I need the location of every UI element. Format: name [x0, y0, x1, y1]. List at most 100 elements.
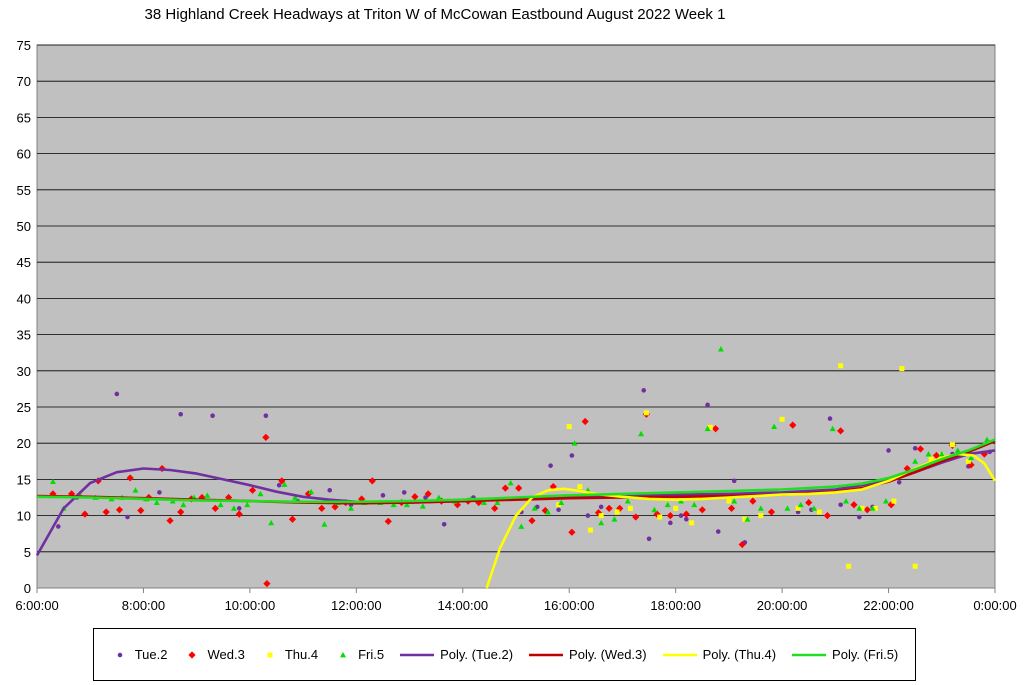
trendline-poly-fri-5	[36, 438, 996, 504]
data-point	[544, 508, 551, 515]
data-point	[424, 490, 432, 498]
data-point	[528, 517, 536, 525]
x-tick-label: 14:00:00	[437, 598, 488, 613]
data-point	[795, 505, 801, 511]
y-tick-label: 30	[17, 364, 31, 379]
data-point	[501, 484, 509, 492]
data-point	[856, 514, 862, 520]
data-point	[327, 487, 333, 493]
data-point	[711, 425, 720, 433]
data-point	[641, 388, 647, 393]
data-point	[556, 507, 561, 513]
data-point	[912, 445, 918, 451]
data-point	[757, 505, 764, 511]
data-point	[872, 505, 878, 511]
data-point	[166, 517, 174, 525]
legend-label: Wed.3	[207, 647, 245, 662]
data-point	[938, 451, 945, 457]
data-point	[859, 505, 865, 511]
data-point	[217, 501, 224, 508]
legend-symbol	[529, 648, 564, 662]
legend-symbol	[334, 648, 352, 662]
legend-symbol	[662, 648, 697, 662]
data-point	[838, 363, 844, 369]
y-tick-label: 40	[17, 291, 31, 306]
data-point	[886, 448, 891, 453]
data-point	[566, 424, 572, 430]
data-point	[771, 423, 778, 429]
data-point	[738, 540, 746, 549]
legend: Tue.2 Wed.3 Thu.4 Fri.5 Poly. (Tue.2) Poly. (…	[93, 628, 916, 681]
data-point	[401, 490, 407, 495]
data-point	[236, 506, 242, 511]
data-point	[126, 474, 134, 482]
data-point	[707, 424, 713, 430]
data-point	[115, 506, 124, 514]
y-tick-label: 0	[24, 581, 31, 596]
data-point	[263, 580, 271, 588]
data-point	[348, 505, 355, 511]
data-point	[624, 498, 631, 504]
data-point	[515, 484, 523, 492]
y-tick-label: 70	[17, 74, 31, 89]
data-point	[899, 366, 905, 372]
data-point	[581, 417, 589, 426]
data-point	[518, 523, 525, 529]
y-tick-label: 20	[17, 436, 31, 451]
y-tick-label: 65	[17, 110, 31, 125]
data-point	[558, 499, 565, 505]
data-point	[177, 508, 185, 516]
data-point	[384, 517, 392, 525]
legend-item: Poly. (Tue.2)	[400, 647, 513, 662]
data-point	[204, 492, 211, 498]
data-point	[715, 529, 721, 534]
data-point	[784, 505, 791, 511]
data-point	[928, 456, 934, 462]
legend-marker	[117, 652, 123, 657]
data-point	[984, 436, 991, 442]
data-point	[278, 477, 286, 485]
data-point	[55, 524, 61, 529]
legend-symbol	[111, 648, 129, 662]
y-axis-ticks: 0 5 10 15 20 25 30 35 40 45 50 55 60 65 70 75	[17, 38, 31, 596]
legend-marker	[340, 651, 347, 657]
data-point	[811, 505, 818, 511]
x-tick-label: 10:00:00	[225, 598, 276, 613]
legend-marker	[188, 650, 197, 659]
data-point	[419, 503, 426, 509]
data-point	[678, 513, 684, 518]
x-tick-label: 0:00:00	[973, 598, 1016, 613]
x-tick-label: 12:00:00	[331, 598, 382, 613]
y-tick-label: 5	[24, 545, 31, 560]
data-point	[779, 416, 785, 422]
data-point	[949, 442, 955, 448]
data-point	[611, 516, 618, 522]
data-point	[235, 510, 243, 518]
data-point	[666, 512, 674, 520]
legend-symbol	[792, 648, 827, 662]
legend-item: Fri.5	[334, 647, 384, 662]
data-point	[932, 451, 941, 460]
data-point	[954, 447, 961, 453]
x-tick-label: 20:00:00	[757, 598, 808, 613]
data-point	[827, 416, 833, 421]
data-point	[968, 454, 975, 461]
data-point	[390, 501, 397, 508]
data-point	[598, 513, 604, 519]
legend-label: Poly. (Wed.3)	[569, 647, 647, 662]
trendline-poly-thu-4	[485, 452, 997, 589]
data-point	[230, 505, 237, 511]
data-point	[744, 516, 751, 522]
data-point	[689, 520, 695, 526]
data-point	[210, 413, 215, 418]
data-point	[627, 505, 633, 511]
data-point	[262, 433, 270, 442]
data-point	[698, 506, 706, 514]
y-tick-label: 25	[17, 400, 31, 415]
legend-label: Poly. (Thu.4)	[702, 647, 777, 662]
legend-label: Tue.2	[134, 647, 168, 662]
legend-marker	[267, 652, 273, 657]
legend-symbol	[183, 648, 201, 662]
data-point	[726, 498, 732, 504]
data-point	[731, 498, 738, 504]
